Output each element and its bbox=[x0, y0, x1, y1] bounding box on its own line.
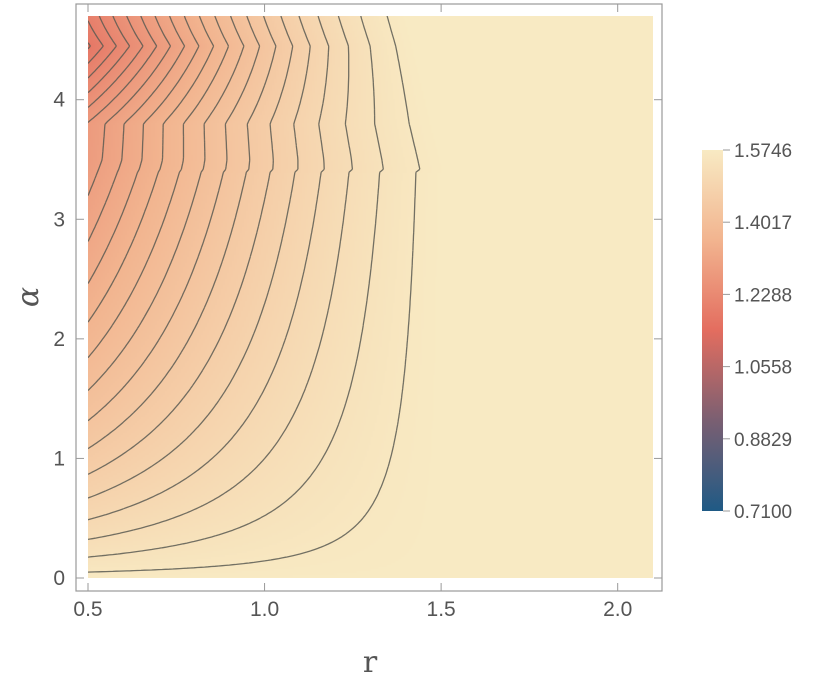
contour-line bbox=[88, 16, 230, 359]
colorbar-tick-label: 1.0558 bbox=[734, 358, 792, 379]
contour-line bbox=[88, 16, 261, 422]
contour-line bbox=[88, 16, 200, 284]
plot-area bbox=[88, 16, 653, 578]
colorbar-tick-label: 1.2288 bbox=[734, 285, 792, 306]
contour-line bbox=[88, 16, 245, 391]
colorbar-gradient bbox=[702, 150, 723, 511]
contour-line bbox=[88, 16, 215, 323]
x-tick-label: 0.5 bbox=[73, 598, 102, 621]
colorbar-tick-label: 1.5746 bbox=[734, 141, 792, 162]
contour-lines bbox=[88, 16, 421, 573]
colorbar-tick-label: 1.4017 bbox=[734, 213, 792, 234]
x-tick-label: 1.0 bbox=[250, 598, 279, 621]
x-axis: 0.5 1.0 1.5 2.0 bbox=[73, 4, 632, 621]
colorbar-ticks: 1.5746 1.4017 1.2288 1.0558 0.8829 0.7100 bbox=[723, 141, 792, 523]
colorbar: 1.5746 1.4017 1.2288 1.0558 0.8829 0.7100 bbox=[702, 141, 792, 523]
y-tick-label: 3 bbox=[53, 208, 65, 231]
contour-line bbox=[88, 16, 144, 108]
contour-line bbox=[88, 16, 294, 475]
heatmap-fill bbox=[88, 16, 653, 578]
y-tick-label: 1 bbox=[53, 447, 65, 470]
contour-line bbox=[88, 16, 131, 94]
contour-line bbox=[88, 16, 158, 123]
contour-line bbox=[88, 16, 311, 499]
y-tick-label: 2 bbox=[53, 328, 65, 351]
contour-line bbox=[88, 20, 104, 64]
y-tick-label: 4 bbox=[53, 89, 65, 112]
contour-line bbox=[88, 16, 384, 558]
x-tick-label: 2.0 bbox=[603, 598, 632, 621]
contour-line bbox=[88, 16, 277, 450]
colorbar-tick-label: 0.7100 bbox=[734, 502, 792, 523]
contour-line bbox=[88, 16, 117, 79]
contour-line bbox=[88, 16, 421, 573]
contour-line bbox=[88, 16, 186, 242]
contour-line bbox=[88, 16, 354, 541]
y-axis: 0 1 2 3 4 bbox=[53, 89, 662, 590]
contour-line bbox=[88, 16, 172, 196]
y-tick-label: 0 bbox=[53, 567, 65, 590]
plot-frame bbox=[75, 3, 663, 592]
x-axis-label: r bbox=[363, 645, 378, 680]
contour-line bbox=[88, 16, 330, 521]
colorbar-tick-label: 0.8829 bbox=[734, 430, 792, 451]
x-tick-label: 1.5 bbox=[427, 598, 456, 621]
y-axis-label: α bbox=[11, 287, 46, 307]
contour-line bbox=[88, 42, 91, 50]
